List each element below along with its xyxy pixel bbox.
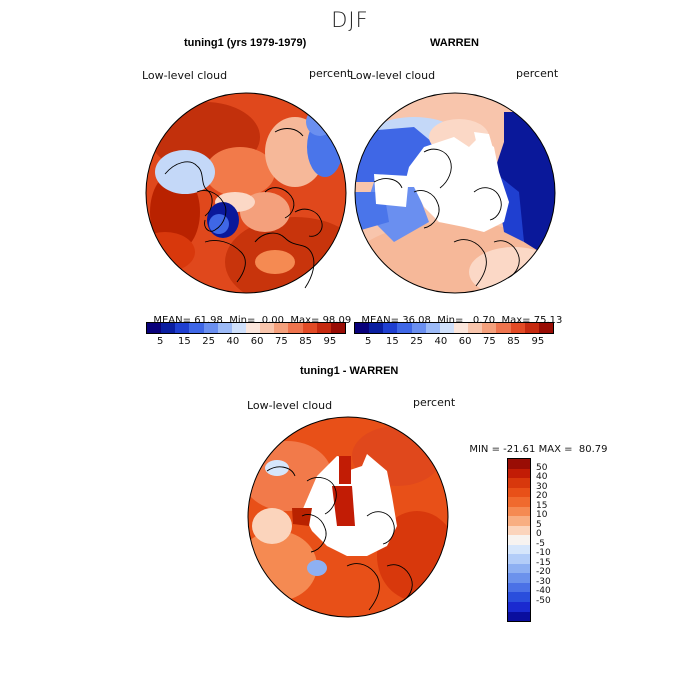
panel2-variable: Low-level cloud bbox=[350, 69, 436, 82]
panel1-title: tuning1 (yrs 1979-1979) bbox=[184, 37, 307, 49]
colorbar-swatch bbox=[288, 323, 303, 333]
colorbar-swatch bbox=[508, 487, 530, 498]
colorbar-tick-label: 75 bbox=[482, 336, 496, 347]
colorbar-tick-label: 15 bbox=[178, 336, 191, 347]
colorbar-swatch bbox=[189, 323, 204, 333]
colorbar-tick-label: 95 bbox=[323, 336, 337, 347]
colorbar-tick-label: 5 bbox=[364, 336, 372, 347]
panel3-units: percent bbox=[413, 396, 456, 409]
panel2-polar-map bbox=[354, 92, 556, 294]
colorbar-swatch bbox=[369, 323, 384, 333]
panel2-units: percent bbox=[516, 67, 559, 80]
colorbar-swatch bbox=[453, 323, 469, 333]
colorbar-swatch bbox=[508, 601, 530, 612]
colorbar-tick-label: -50 bbox=[536, 595, 551, 606]
season-title: DJF bbox=[331, 8, 369, 32]
colorbar-tick-label: -40 bbox=[536, 586, 551, 597]
panel1-polar-map bbox=[145, 92, 347, 294]
colorbar-swatch bbox=[439, 323, 454, 333]
colorbar-swatch bbox=[508, 525, 530, 536]
colorbar-swatch bbox=[508, 478, 530, 488]
colorbar-swatch bbox=[508, 468, 530, 479]
colorbar-swatch bbox=[508, 497, 530, 507]
colorbar-tick-label: 15 bbox=[386, 336, 399, 347]
colorbar-tick-label: 10 bbox=[536, 510, 548, 521]
colorbar-swatch bbox=[383, 323, 398, 333]
panel1-variable: Low-level cloud bbox=[142, 69, 228, 82]
colorbar-swatch bbox=[203, 323, 218, 333]
colorbar-swatch bbox=[231, 323, 246, 333]
colorbar-swatch bbox=[316, 323, 331, 333]
colorbar-tick-label: 60 bbox=[458, 336, 472, 347]
colorbar-swatch bbox=[425, 323, 440, 333]
colorbar-tick-label: 25 bbox=[202, 336, 215, 347]
colorbar-tick-label: 40 bbox=[434, 336, 448, 347]
panel1-units: percent bbox=[309, 67, 352, 80]
colorbar-swatch bbox=[468, 323, 483, 333]
colorbar-swatch bbox=[330, 323, 345, 333]
panel3-title: tuning1 - WARREN bbox=[300, 365, 399, 377]
colorbar-swatch bbox=[508, 516, 530, 526]
colorbar-swatch bbox=[508, 554, 530, 564]
colorbar-swatch bbox=[508, 582, 530, 593]
colorbar-tick-label: -20 bbox=[536, 567, 551, 578]
colorbar-tick-label: 75 bbox=[274, 336, 288, 347]
colorbar-tick-label: 30 bbox=[536, 481, 548, 492]
colorbar-swatch bbox=[147, 323, 162, 333]
colorbar-tick-label: 40 bbox=[536, 472, 548, 483]
colorbar-tick-label: 5 bbox=[156, 336, 164, 347]
colorbar-swatch bbox=[161, 323, 176, 333]
panel2-title: WARREN bbox=[430, 37, 479, 49]
colorbar-tick-label: 95 bbox=[531, 336, 545, 347]
colorbar-swatch bbox=[510, 323, 525, 333]
panel3-variable: Low-level cloud bbox=[247, 399, 333, 412]
colorbar-swatch bbox=[508, 535, 530, 545]
colorbar-tick-label: 40 bbox=[226, 336, 240, 347]
colorbar-swatch bbox=[411, 323, 426, 333]
colorbar-swatch bbox=[496, 323, 511, 333]
colorbar-swatch bbox=[175, 323, 190, 333]
panel1-colorbar-ticks: 5 15 25 40 60 75 85 95 bbox=[146, 336, 344, 348]
colorbar-swatch bbox=[217, 323, 232, 333]
colorbar-swatch bbox=[245, 323, 261, 333]
panel2-colorbar bbox=[354, 322, 554, 334]
colorbar-swatch bbox=[524, 323, 539, 333]
colorbar-swatch bbox=[508, 563, 530, 574]
panel3-polar-map bbox=[247, 416, 449, 618]
colorbar-swatch bbox=[508, 544, 530, 555]
colorbar-tick-label: 5 bbox=[536, 519, 542, 530]
colorbar-swatch bbox=[508, 506, 530, 517]
diff-colorbar bbox=[507, 458, 531, 622]
colorbar-tick-label: 25 bbox=[410, 336, 423, 347]
colorbar-swatch bbox=[355, 323, 370, 333]
colorbar-swatch bbox=[302, 323, 317, 333]
colorbar-tick-label: 15 bbox=[536, 500, 548, 511]
colorbar-tick-label: 0 bbox=[536, 529, 542, 540]
colorbar-tick-label: -30 bbox=[536, 576, 551, 587]
colorbar-tick-label: 50 bbox=[536, 462, 548, 473]
colorbar-swatch bbox=[397, 323, 412, 333]
diff-colorbar-ticks: 50 40 30 20 15 10 5 0 -5 -10 -15 -20 -30 -40 -50 bbox=[536, 458, 566, 620]
panel3-stats: MIN = -21.61 MAX = 80.79 bbox=[469, 444, 608, 455]
colorbar-swatch bbox=[508, 592, 530, 602]
colorbar-swatch bbox=[508, 611, 530, 622]
colorbar-swatch bbox=[538, 323, 553, 333]
panel2-colorbar-ticks: 5 15 25 40 60 75 85 95 bbox=[354, 336, 552, 348]
panel1-stats: MEAN= 61.98 Min= 0.00 Max= 98.09 bbox=[153, 315, 352, 326]
colorbar-swatch bbox=[482, 323, 497, 333]
panel1-colorbar bbox=[146, 322, 346, 334]
colorbar-tick-label: 85 bbox=[507, 336, 520, 347]
colorbar-swatch bbox=[508, 573, 530, 583]
colorbar-swatch bbox=[508, 459, 530, 469]
colorbar-tick-label: -5 bbox=[536, 538, 545, 549]
panel2-stats: MEAN= 36.08 Min= 0.70 Max= 75.13 bbox=[361, 315, 563, 326]
colorbar-tick-label: 85 bbox=[299, 336, 312, 347]
colorbar-tick-label: 60 bbox=[250, 336, 264, 347]
colorbar-tick-label: -10 bbox=[536, 548, 551, 559]
colorbar-tick-label: -15 bbox=[536, 557, 551, 568]
colorbar-swatch bbox=[260, 323, 275, 333]
colorbar-tick-label: 20 bbox=[536, 491, 548, 502]
colorbar-swatch bbox=[274, 323, 289, 333]
